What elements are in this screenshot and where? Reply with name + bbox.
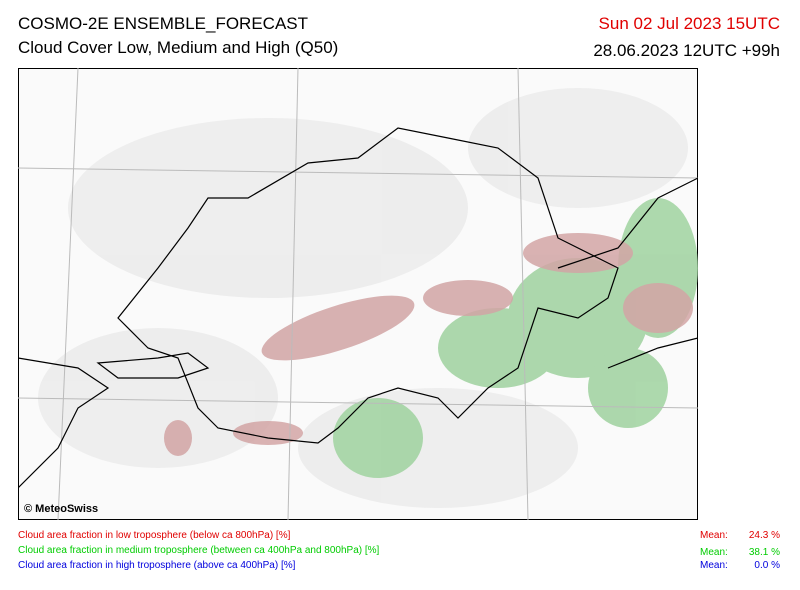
run-time: 28.06.2023 12UTC +99h bbox=[593, 41, 780, 60]
mean-label: Mean: bbox=[700, 560, 728, 571]
legend-label: Cloud area fraction in medium tropospher… bbox=[18, 545, 380, 556]
legend-label: Cloud area fraction in low troposphere (… bbox=[18, 530, 291, 541]
mean-value: 0.0 % bbox=[754, 560, 780, 571]
mean-label: Mean: bbox=[700, 547, 728, 558]
mean-value: 24.3 % bbox=[748, 530, 780, 541]
mean-label: Mean: bbox=[700, 530, 728, 541]
title: COSMO-2E ENSEMBLE_FORECAST bbox=[18, 14, 309, 33]
subtitle: Cloud Cover Low, Medium and High (Q50) bbox=[18, 38, 339, 57]
mean-value: 38.1 % bbox=[748, 547, 780, 558]
map: © MeteoSwiss bbox=[18, 68, 698, 520]
valid-time: Sun 02 Jul 2023 15UTC bbox=[598, 14, 780, 33]
credit: © MeteoSwiss bbox=[24, 503, 98, 515]
legend-label: Cloud area fraction in high troposphere … bbox=[18, 560, 296, 571]
